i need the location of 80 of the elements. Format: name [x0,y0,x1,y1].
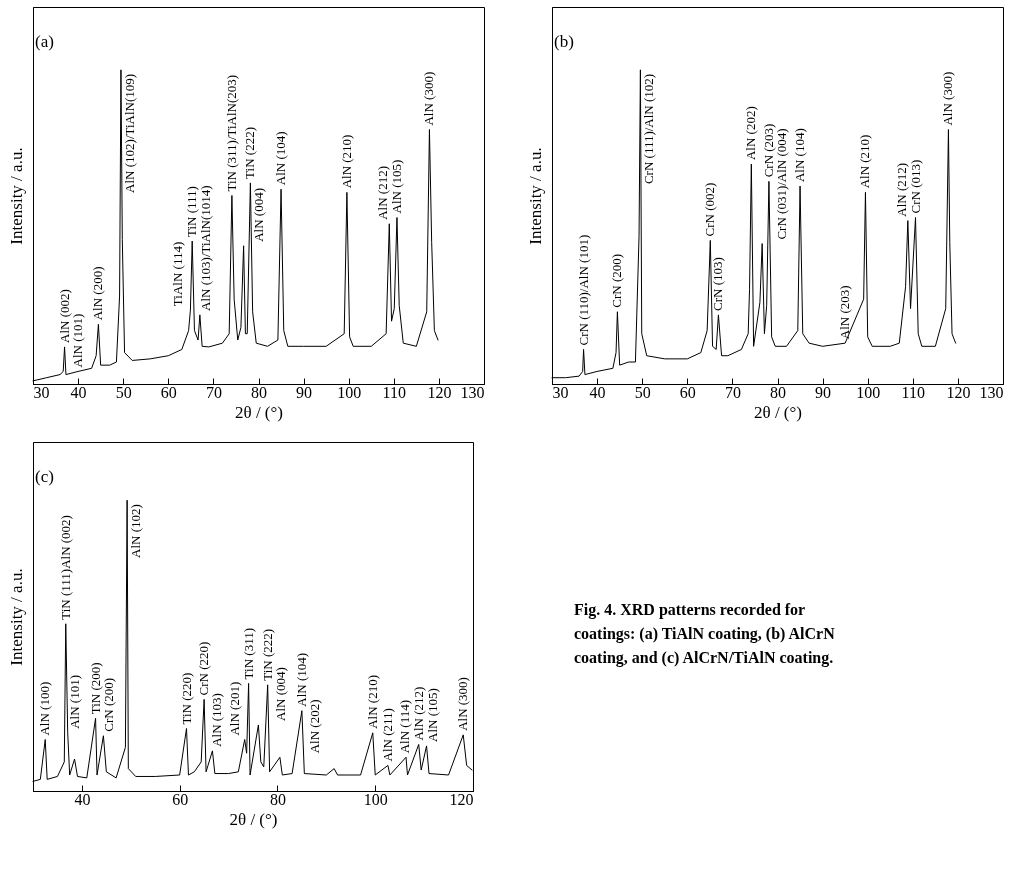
annotation: AlN (203) [837,285,853,340]
annotation: AlN (212) [893,162,909,217]
annotation: TiN (311)/TiAlN(203) [223,74,239,192]
annotation: CrN (111)/AlN (102) [641,73,657,185]
y-axis-title: Intensity / a.u. [6,147,26,245]
annotation: AlN (210) [857,134,873,189]
annotation: AlN (002) [56,289,72,343]
annotation: AlN (211) [379,708,395,762]
annotation: AlN (114) [397,699,413,754]
annotation: CrN (002) [702,182,718,237]
annotation: CrN (110)/AlN (101) [575,234,591,346]
annotation: CrN (220) [196,641,212,696]
annotation: AlN (104) [273,131,289,186]
x-tick-label: 50 [634,383,651,401]
annotation: AlN (202) [306,699,322,754]
annotation: TiN (220) [178,672,194,725]
annotation: AlN (004) [250,187,266,242]
y-axis-title: Intensity / a.u. [525,147,545,245]
annotation: TiN (111) [184,186,200,238]
chart-title: (c) [35,467,54,486]
x-tick-label: 110 [901,383,925,401]
annotation: TiN (222) [259,628,275,681]
annotation: AlN (104) [792,128,808,183]
x-tick-label: 80 [770,383,786,401]
x-tick-label: 80 [269,790,286,808]
chart-title: (a) [35,32,54,51]
chart-title: (b) [554,32,574,51]
annotation: AlN (202) [743,106,759,161]
x-tick-label: 110 [382,383,406,401]
x-tick-label: 130 [460,383,485,401]
x-tick-label: 40 [589,383,606,401]
annotation: AlN (103) [209,693,225,747]
x-tick-label: 80 [251,383,267,401]
annotation: AlN (210) [364,675,380,729]
x-tick-label: 100 [337,383,362,401]
annotation: AlN (201) [226,681,242,736]
x-tick-label: 120 [946,383,971,401]
annotation: AlN (210) [338,134,354,189]
x-tick-label: 30 [552,383,569,401]
x-tick-label: 40 [70,383,87,401]
annotation: TiN (222) [242,127,258,179]
annotation: TiN (311) [240,627,256,680]
annotation: CrN (203) [760,123,776,178]
x-tick-label: 100 [856,383,881,401]
x-tick-label: 30 [33,383,50,401]
annotation: AlN (100) [37,681,53,736]
annotation: CrN (103) [710,257,726,311]
annotation: TiN (111)AlN (002) [57,515,73,620]
annotation: CrN (200) [609,253,625,308]
annotation: AlN (004) [273,667,289,721]
annotation: AlN (200) [90,266,106,321]
x-tick-label: 90 [815,383,832,401]
x-tick-label: 40 [74,790,91,808]
x-tick-label: 120 [427,383,452,401]
annotation: AlN (102)/TiAlN(109) [121,73,137,193]
x-tick-label: 60 [160,383,177,401]
annotation: AlN (101) [66,675,82,729]
annotation: TiN (200) [87,662,103,715]
y-axis-title: Intensity / a.u. [6,568,26,666]
x-tick-label: 70 [205,383,222,401]
x-tick-label: 130 [979,383,1004,401]
x-axis-title: 2θ / (°) [229,809,278,829]
x-tick-label: 100 [363,790,388,808]
x-tick-label: 60 [172,790,189,808]
annotation: AlN (300) [940,71,956,126]
x-tick-label: 70 [724,383,741,401]
annotation: AlN (101) [70,313,86,368]
annotation: TiAlN (114) [170,241,186,307]
annotation: AlN (104) [293,652,309,707]
x-tick-label: 120 [449,790,474,808]
x-tick-label: 60 [679,383,696,401]
x-axis-title: 2θ / (°) [235,402,283,422]
annotation: AlN (300) [455,677,471,731]
x-tick-label: 90 [296,383,313,401]
annotation: AlN (300) [421,71,437,126]
annotation: AlN (102) [128,504,144,558]
x-tick-label: 50 [115,383,132,401]
x-axis-title: 2θ / (°) [754,402,802,422]
caption: Fig. 4. XRD patterns recorded for coatings: (a) TiAlN coating, (b) AlCrN coating, and (c) AlCrN/TiAlN coating. [574,601,836,667]
annotation: AlN (212) [375,165,391,220]
